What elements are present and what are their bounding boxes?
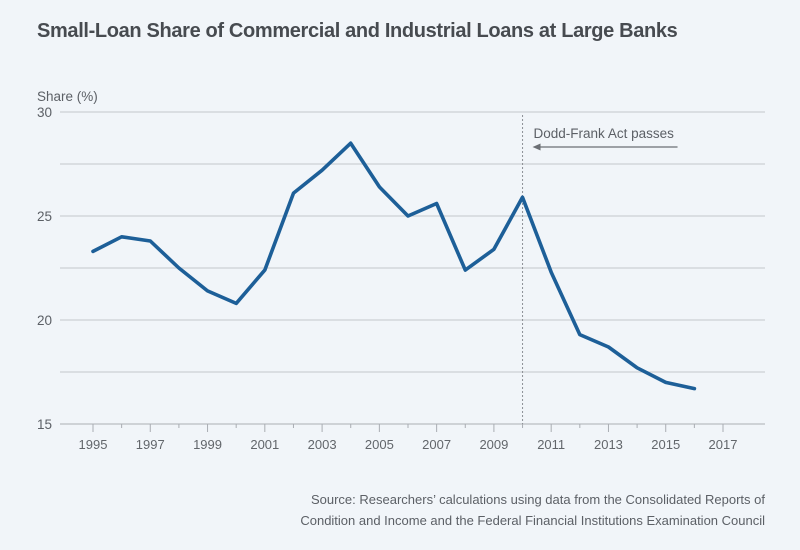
y-tick-label: 25 bbox=[37, 209, 52, 224]
gridlines bbox=[60, 111, 765, 373]
x-axis: 1995 1997 1999 2001 2003 2005 2007 2009 2011 2013… bbox=[60, 423, 765, 452]
x-tick-label: 1995 bbox=[79, 437, 108, 452]
x-tick-label: 1997 bbox=[136, 437, 165, 452]
x-tick-label: 2003 bbox=[308, 437, 337, 452]
series-group bbox=[91, 141, 697, 391]
y-axis: Share (%) 15 20 25 30 bbox=[37, 89, 98, 432]
x-tick-label: 2009 bbox=[479, 437, 508, 452]
left-arrow-icon bbox=[532, 143, 678, 151]
x-tick-label: 2005 bbox=[365, 437, 394, 452]
source-line-2: Condition and Income and the Federal Fin… bbox=[300, 513, 765, 528]
source-line-1: Source: Researchers’ calculations using … bbox=[310, 492, 765, 507]
y-axis-label: Share (%) bbox=[37, 89, 98, 104]
x-tick-label: 2015 bbox=[651, 437, 680, 452]
x-tick-label: 2011 bbox=[537, 437, 565, 452]
x-tick-label: 2007 bbox=[422, 437, 451, 452]
y-tick-label: 15 bbox=[37, 417, 52, 432]
chart-title: Small-Loan Share of Commercial and Indus… bbox=[37, 20, 678, 42]
source-note: Source: Researchers’ calculations using … bbox=[205, 489, 765, 531]
y-tick-label: 30 bbox=[37, 105, 52, 120]
x-tick-label: 2017 bbox=[709, 437, 738, 452]
series-line bbox=[91, 141, 697, 391]
y-tick-label: 20 bbox=[37, 313, 52, 328]
x-tick-label: 1999 bbox=[193, 437, 222, 452]
x-tick-label: 2013 bbox=[594, 437, 623, 452]
annotations: Dodd-Frank Act passes bbox=[522, 115, 678, 424]
dodd-frank-label: Dodd-Frank Act passes bbox=[534, 126, 675, 141]
arrow-head bbox=[532, 143, 541, 151]
x-tick-label: 2001 bbox=[250, 437, 279, 452]
